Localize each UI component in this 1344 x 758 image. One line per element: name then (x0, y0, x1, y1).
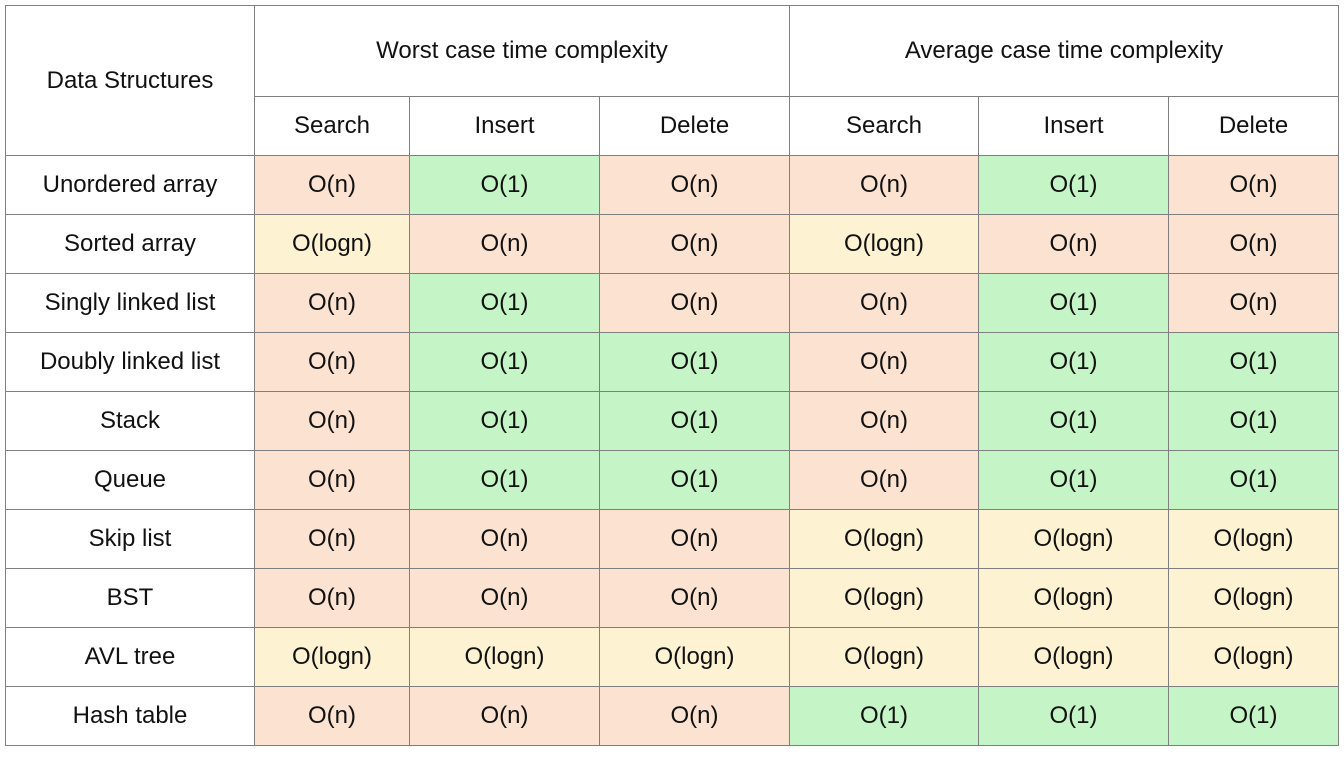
table-row: Queue O(n) O(1) O(1) O(n) O(1) O(1) (5, 450, 1340, 510)
row-label: Doubly linked list (5, 332, 255, 392)
row-label: Sorted array (5, 214, 255, 274)
row-label: Unordered array (5, 155, 255, 215)
average-delete-cell: O(logn) (1167, 627, 1340, 687)
worst-search-cell: O(n) (254, 509, 410, 569)
row-label: AVL tree (5, 627, 255, 687)
average-search-cell: O(logn) (789, 627, 979, 687)
table-row: Hash table O(n) O(n) O(n) O(1) O(1) O(1) (5, 686, 1340, 746)
row-label: Stack (5, 391, 255, 451)
average-delete-cell: O(1) (1167, 450, 1340, 510)
worst-search-cell: O(n) (254, 450, 410, 510)
worst-search-cell: O(logn) (254, 214, 410, 274)
worst-search-cell: O(n) (254, 686, 410, 746)
worst-delete-cell: O(logn) (599, 627, 790, 687)
worst-search-header: Search (254, 96, 410, 156)
worst-delete-cell: O(n) (599, 214, 790, 274)
worst-delete-header: Delete (599, 96, 790, 156)
average-search-cell: O(n) (789, 391, 979, 451)
corner-header: Data Structures (5, 5, 255, 156)
row-label: BST (5, 568, 255, 628)
average-delete-cell: O(1) (1167, 686, 1340, 746)
average-insert-cell: O(logn) (978, 509, 1169, 569)
table-row: BST O(n) O(n) O(n) O(logn) O(logn) O(logn) (5, 568, 1340, 628)
row-label: Singly linked list (5, 273, 255, 333)
average-insert-cell: O(logn) (978, 627, 1169, 687)
average-insert-cell: O(n) (978, 214, 1169, 274)
table-row: Stack O(n) O(1) O(1) O(n) O(1) O(1) (5, 391, 1340, 451)
worst-delete-cell: O(n) (599, 273, 790, 333)
average-search-cell: O(1) (789, 686, 979, 746)
average-insert-cell: O(1) (978, 332, 1169, 392)
table-row: Singly linked list O(n) O(1) O(n) O(n) O(1) O(… (5, 273, 1340, 333)
worst-delete-cell: O(1) (599, 332, 790, 392)
average-search-cell: O(logn) (789, 568, 979, 628)
average-delete-cell: O(logn) (1167, 568, 1340, 628)
worst-insert-cell: O(1) (409, 155, 600, 215)
table-body: Unordered array O(n) O(1) O(n) O(n) O(1) O(n) S… (5, 155, 1340, 746)
worst-insert-cell: O(1) (409, 450, 600, 510)
average-delete-cell: O(1) (1167, 391, 1340, 451)
table-row: Skip list O(n) O(n) O(n) O(logn) O(logn) O(log… (5, 509, 1340, 569)
worst-delete-cell: O(n) (599, 509, 790, 569)
average-insert-cell: O(1) (978, 273, 1169, 333)
average-case-group-header: Average case time complexity (788, 5, 1340, 97)
average-search-cell: O(n) (789, 155, 979, 215)
worst-delete-cell: O(1) (599, 450, 790, 510)
table-row: Sorted array O(logn) O(n) O(n) O(logn) O(n) O(… (5, 214, 1340, 274)
worst-insert-cell: O(1) (409, 391, 600, 451)
worst-search-cell: O(n) (254, 391, 410, 451)
table-row: Doubly linked list O(n) O(1) O(1) O(n) O(1) O(… (5, 332, 1340, 392)
complexity-table: Data Structures Worst case time complexi… (5, 5, 1340, 746)
worst-insert-cell: O(1) (409, 273, 600, 333)
worst-search-cell: O(logn) (254, 627, 410, 687)
worst-search-cell: O(n) (254, 332, 410, 392)
average-search-cell: O(logn) (789, 214, 979, 274)
average-insert-cell: O(1) (978, 686, 1169, 746)
worst-search-cell: O(n) (254, 273, 410, 333)
row-label: Hash table (5, 686, 255, 746)
average-insert-cell: O(1) (978, 391, 1169, 451)
worst-delete-cell: O(n) (599, 686, 790, 746)
average-insert-cell: O(1) (978, 450, 1169, 510)
worst-insert-cell: O(n) (409, 568, 600, 628)
worst-insert-cell: O(n) (409, 509, 600, 569)
average-search-cell: O(n) (789, 273, 979, 333)
worst-insert-cell: O(logn) (409, 627, 600, 687)
worst-search-cell: O(n) (254, 568, 410, 628)
worst-delete-cell: O(n) (599, 155, 790, 215)
worst-delete-cell: O(1) (599, 391, 790, 451)
average-insert-header: Insert (978, 96, 1169, 156)
average-search-cell: O(n) (789, 450, 979, 510)
row-label: Queue (5, 450, 255, 510)
average-delete-cell: O(n) (1167, 214, 1340, 274)
average-delete-cell: O(1) (1167, 332, 1340, 392)
average-insert-cell: O(logn) (978, 568, 1169, 628)
worst-insert-header: Insert (409, 96, 600, 156)
average-delete-cell: O(n) (1167, 273, 1340, 333)
average-search-cell: O(logn) (789, 509, 979, 569)
row-label: Skip list (5, 509, 255, 569)
worst-insert-cell: O(1) (409, 332, 600, 392)
worst-case-group-header: Worst case time complexity (254, 5, 790, 97)
average-search-header: Search (789, 96, 979, 156)
worst-insert-cell: O(n) (409, 686, 600, 746)
average-insert-cell: O(1) (978, 155, 1169, 215)
table-row: AVL tree O(logn) O(logn) O(logn) O(logn) O(lo… (5, 627, 1340, 687)
average-delete-cell: O(logn) (1167, 509, 1340, 569)
table-header: Data Structures Worst case time complexi… (5, 5, 1340, 156)
average-search-cell: O(n) (789, 332, 979, 392)
average-delete-header: Delete (1167, 96, 1340, 156)
worst-insert-cell: O(n) (409, 214, 600, 274)
worst-delete-cell: O(n) (599, 568, 790, 628)
average-delete-cell: O(n) (1167, 155, 1340, 215)
table-row: Unordered array O(n) O(1) O(n) O(n) O(1) O(n) (5, 155, 1340, 215)
worst-search-cell: O(n) (254, 155, 410, 215)
